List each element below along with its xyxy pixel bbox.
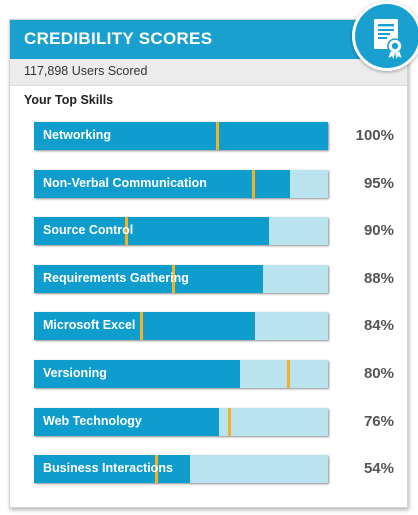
skill-bar-marker [216, 122, 219, 150]
skill-label: Versioning [43, 366, 107, 380]
skill-bar-track: Versioning [34, 360, 328, 388]
users-scored-bar: 117,898 Users Scored [10, 59, 407, 86]
skill-row: Microsoft Excel 84% [34, 312, 406, 342]
skill-bar-marker [228, 408, 231, 436]
skill-percent: 88% [363, 270, 394, 287]
credibility-scores-card: CREDIBILITY SCORES 117,898 Users Scored … [9, 19, 408, 508]
skill-label: Web Technology [43, 414, 142, 428]
skill-percent: 84% [363, 317, 394, 334]
skill-bar-marker [140, 312, 143, 340]
skill-label: Business Interactions [43, 461, 173, 475]
skill-bar-fill [34, 408, 219, 436]
skill-label: Microsoft Excel [43, 318, 136, 332]
skill-row: Source Control 90% [34, 217, 406, 247]
users-scored-count: 117,898 Users Scored [24, 64, 148, 78]
skill-row: Networking 100% [34, 122, 406, 152]
skill-bar-fill [34, 122, 328, 150]
skill-bar-fill [34, 217, 269, 245]
skill-percent: 95% [363, 175, 394, 192]
skill-bar-track: Microsoft Excel [34, 312, 328, 340]
skill-label: Source Control [43, 223, 134, 237]
skill-bar-fill [34, 312, 255, 340]
skill-bar-track: Source Control [34, 217, 328, 245]
skill-percent: 90% [363, 222, 394, 239]
certificate-icon [374, 19, 403, 59]
skill-percent: 54% [363, 460, 394, 477]
skill-bar-marker [172, 265, 175, 293]
skill-row: Non-Verbal Communication 95% [34, 170, 406, 200]
skill-bar-marker [252, 170, 255, 198]
skill-percent: 100% [355, 127, 394, 144]
card-title: CREDIBILITY SCORES [24, 29, 213, 48]
skill-percent: 80% [363, 365, 394, 382]
skill-row: Versioning 80% [34, 360, 406, 390]
skill-bar-fill [34, 170, 290, 198]
skill-row: Business Interactions 54% [34, 455, 406, 485]
skill-bar-track: Networking [34, 122, 328, 150]
skill-label: Networking [43, 128, 112, 142]
skill-bar-fill [34, 360, 240, 388]
skill-bar-marker [125, 217, 128, 245]
skill-bar-track: Requirements Gathering [34, 265, 328, 293]
skill-bar-marker [155, 455, 158, 483]
skill-percent: 76% [363, 413, 394, 430]
section-title: Your Top Skills [24, 93, 114, 107]
skill-bar-track: Business Interactions [34, 455, 328, 483]
skill-label: Requirements Gathering [43, 271, 189, 285]
certificate-badge [352, 1, 418, 71]
card-header: CREDIBILITY SCORES [10, 20, 407, 59]
skill-label: Non-Verbal Communication [43, 176, 207, 190]
skill-row: Web Technology 76% [34, 408, 406, 438]
skill-row: Requirements Gathering 88% [34, 265, 406, 295]
skill-bar-track: Web Technology [34, 408, 328, 436]
skill-bar-fill [34, 265, 263, 293]
skill-bar-marker [287, 360, 290, 388]
skill-bar-fill [34, 455, 190, 483]
skill-bar-track: Non-Verbal Communication [34, 170, 328, 198]
